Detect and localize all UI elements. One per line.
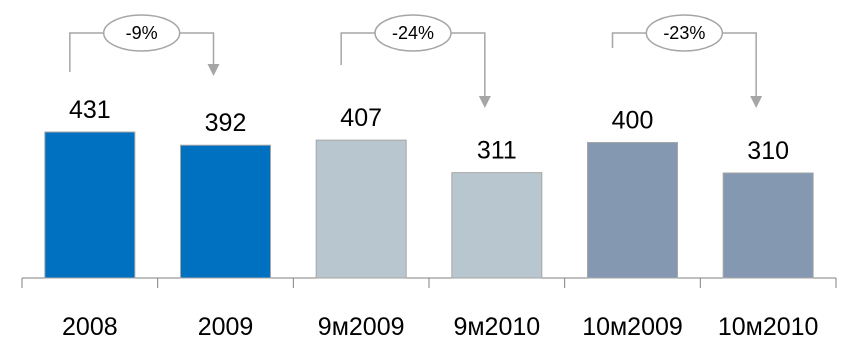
change-label: -24%: [392, 23, 434, 43]
bar: [722, 172, 814, 279]
bar: [180, 144, 271, 279]
arrow-head-icon: [207, 64, 220, 76]
category-label: 10м2009: [582, 313, 683, 338]
value-label: 407: [340, 104, 382, 132]
bar: [315, 139, 407, 279]
category-label: 2009: [198, 313, 254, 338]
category-label: 9м2010: [453, 313, 540, 338]
bars: [44, 131, 814, 279]
value-labels: 431 392 407 311 400 310: [69, 96, 789, 165]
bar: [44, 131, 136, 279]
bar: [587, 142, 678, 279]
bar: [451, 172, 543, 279]
value-label: 310: [747, 137, 789, 165]
category-label: 10м2010: [718, 313, 819, 338]
change-annotations: -9% -24% -23%: [69, 14, 763, 108]
category-labels: 2008 2009 9м2009 9м2010 10м2009 10м2010: [62, 313, 818, 338]
change-bubble: [374, 14, 452, 52]
change-annotation: -24%: [340, 14, 491, 108]
change-annotation: -9%: [69, 14, 220, 76]
value-label: 311: [477, 137, 517, 165]
change-label: -9%: [126, 23, 158, 43]
value-label: 392: [205, 109, 247, 137]
change-annotation: -23%: [611, 14, 763, 108]
change-bubble: [102, 14, 181, 52]
category-label: 9м2009: [318, 313, 405, 338]
value-label: 400: [612, 107, 654, 135]
change-bubble: [645, 14, 724, 52]
value-label: 431: [69, 96, 111, 124]
arrow-head-icon: [750, 96, 763, 108]
arrow-head-icon: [478, 96, 491, 108]
category-label: 2008: [62, 313, 118, 338]
x-axis-ticks: [21, 278, 837, 288]
change-label: -23%: [663, 23, 705, 43]
